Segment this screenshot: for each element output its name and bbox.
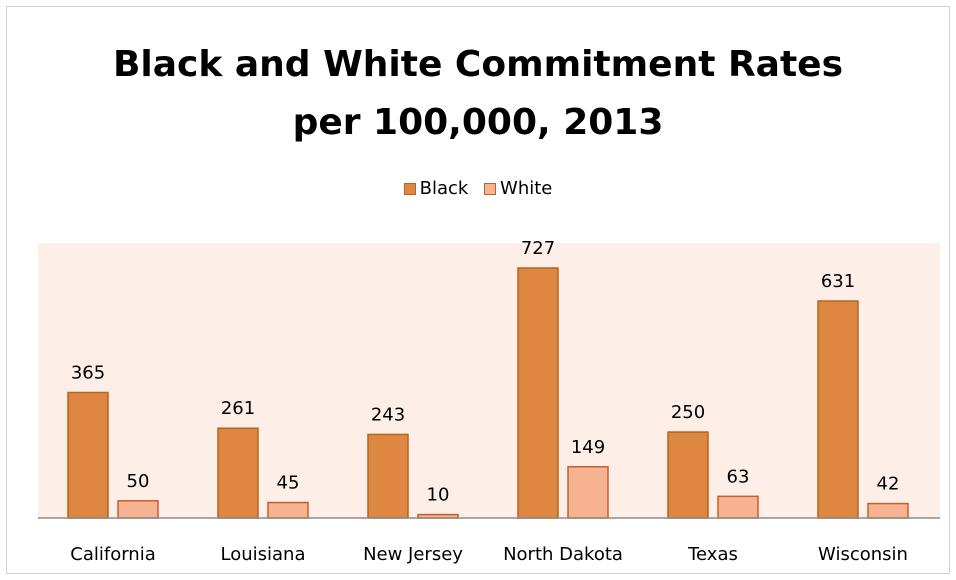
bar-louisiana-black bbox=[217, 427, 259, 519]
data-label-louisiana-black: 261 bbox=[221, 398, 255, 419]
data-label-new-jersey-black: 243 bbox=[371, 404, 405, 425]
chart-title: Black and White Commitment Rates per 100… bbox=[0, 36, 956, 152]
chart-title-line1: Black and White Commitment Rates bbox=[112, 44, 844, 85]
chart-legend: Black White bbox=[0, 178, 956, 199]
data-label-louisiana-white: 45 bbox=[277, 473, 300, 494]
legend-swatch-black bbox=[403, 183, 416, 195]
data-label-california-white: 50 bbox=[127, 471, 150, 492]
x-tick-label-north-dakota: North Dakota bbox=[503, 544, 623, 565]
data-label-wisconsin-black: 631 bbox=[821, 271, 855, 292]
bar-wisconsin-white bbox=[867, 502, 909, 519]
legend-label-white: White bbox=[500, 178, 553, 199]
data-label-wisconsin-white: 42 bbox=[877, 474, 900, 495]
data-label-north-dakota-black: 727 bbox=[521, 238, 555, 259]
data-label-texas-black: 250 bbox=[671, 402, 705, 423]
bar-texas-black bbox=[667, 431, 709, 519]
x-tick-label-texas: Texas bbox=[687, 544, 738, 565]
legend-swatch-white bbox=[484, 183, 497, 195]
data-label-new-jersey-white: 10 bbox=[427, 485, 450, 506]
data-label-california-black: 365 bbox=[71, 362, 105, 383]
bar-louisiana-white bbox=[267, 501, 309, 519]
bar-wisconsin-black bbox=[817, 300, 859, 519]
x-tick-label-california: California bbox=[70, 544, 155, 565]
bar-north-dakota-black bbox=[517, 267, 559, 519]
bar-north-dakota-white bbox=[567, 466, 609, 519]
legend-item-white: White bbox=[484, 178, 552, 199]
bar-texas-white bbox=[717, 495, 759, 519]
data-label-texas-white: 63 bbox=[727, 466, 750, 487]
bar-california-white bbox=[117, 500, 159, 519]
x-tick-label-wisconsin: Wisconsin bbox=[818, 544, 908, 565]
x-tick-label-new-jersey: New Jersey bbox=[363, 544, 463, 565]
legend-item-black: Black bbox=[403, 178, 469, 199]
plot-area bbox=[38, 243, 940, 518]
chart-title-line2: per 100,000, 2013 bbox=[292, 102, 664, 143]
bar-new-jersey-black bbox=[367, 433, 409, 519]
data-label-north-dakota-white: 149 bbox=[571, 437, 605, 458]
bar-california-black bbox=[67, 391, 109, 519]
x-tick-label-louisiana: Louisiana bbox=[221, 544, 306, 565]
legend-label-black: Black bbox=[419, 178, 469, 199]
